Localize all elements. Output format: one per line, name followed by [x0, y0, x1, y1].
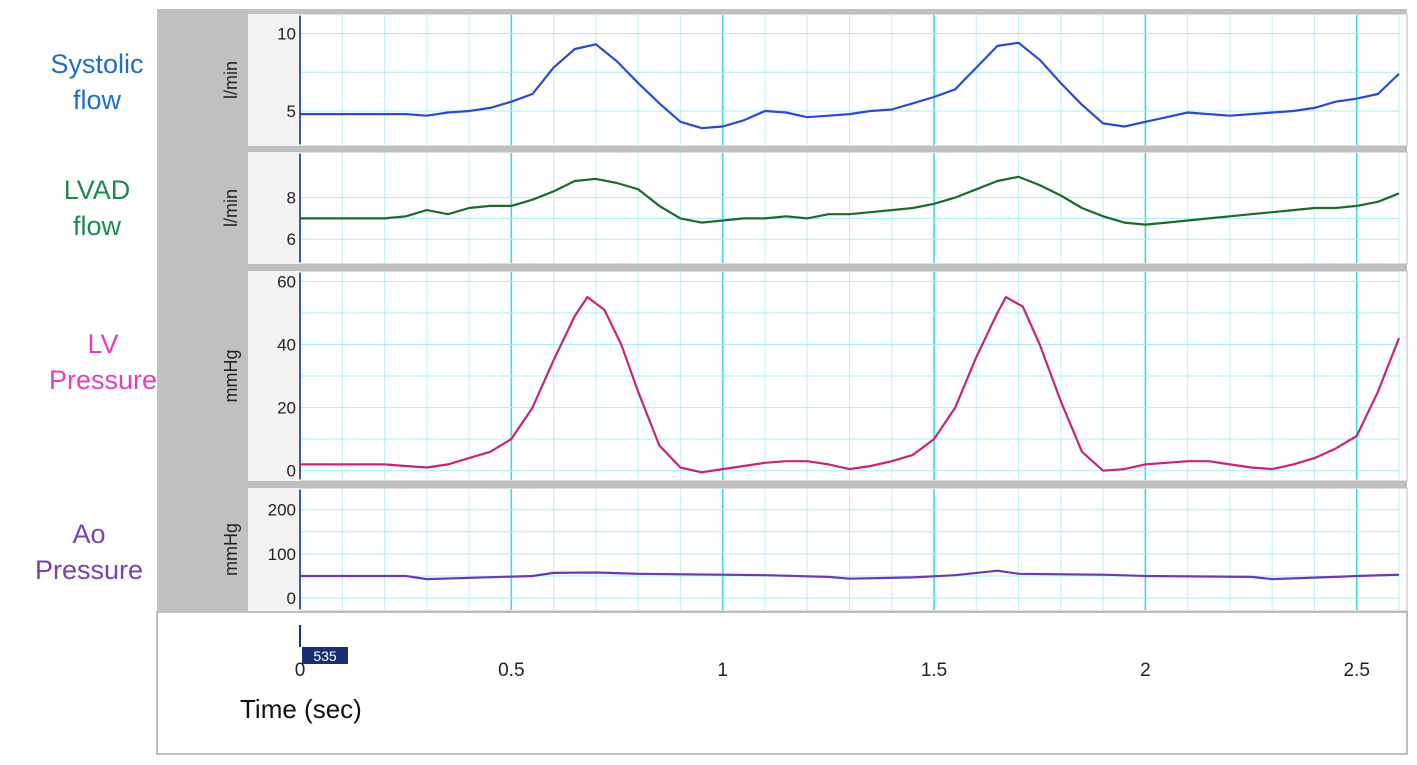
panel-4-ytick-label: 100 [268, 545, 296, 564]
marker-badge [302, 647, 348, 664]
panel-4-trace [300, 569, 1400, 581]
panel-2-ytick-label: 6 [287, 230, 296, 249]
panel-4-ytick-label: 0 [287, 589, 296, 608]
axis-area-frame [156, 611, 1408, 755]
panel-4-box [247, 487, 1408, 612]
panel-3-unit-label: mmHg [221, 350, 241, 403]
time-axis-label: Time (sec) [240, 694, 362, 724]
trace-label-4: Ao Pressure [34, 519, 144, 585]
panel-3-ytick-label: 20 [277, 399, 296, 418]
trace-label-3: LV Pressure [48, 329, 158, 395]
time-tick-label: 2 [1140, 660, 1151, 681]
panel-2-unit-label: l/min [221, 189, 241, 227]
panel-1-trace [300, 41, 1400, 130]
panel-3-ytick-label: 0 [287, 462, 296, 481]
time-tick-label: 1 [717, 660, 728, 681]
panel-2-ytick-label: 8 [287, 189, 296, 208]
panel-1-box [247, 13, 1408, 147]
trace-label-1: Systolic flow [50, 49, 144, 115]
panel-4-unit-box [248, 488, 300, 611]
time-tick-label: 1.5 [921, 660, 947, 681]
trace-label-2: LVAD flow [63, 175, 131, 241]
panel-1-ytick-label: 5 [287, 102, 296, 121]
panel-4-ytick-label: 200 [268, 501, 296, 520]
panel-3-unit-box [248, 271, 300, 481]
marker-label: 535 [313, 648, 337, 664]
panel-3-ytick-label: 60 [277, 272, 296, 291]
panel-2-box [247, 151, 1408, 265]
panel-3-ytick-label: 40 [277, 335, 296, 354]
panel-2-unit-box [248, 152, 300, 264]
panel-2-trace [300, 175, 1400, 226]
time-tick-label: 0.5 [498, 660, 524, 681]
time-tick-label: 0 [295, 660, 306, 681]
panel-1-unit-label: l/min [221, 61, 241, 99]
panel-1-unit-box [248, 14, 300, 146]
panel-3-trace [300, 296, 1401, 474]
panel-4-unit-label: mmHg [221, 523, 241, 576]
panel-1-ytick-label: 10 [277, 25, 296, 44]
time-tick-label: 2.5 [1344, 660, 1370, 681]
